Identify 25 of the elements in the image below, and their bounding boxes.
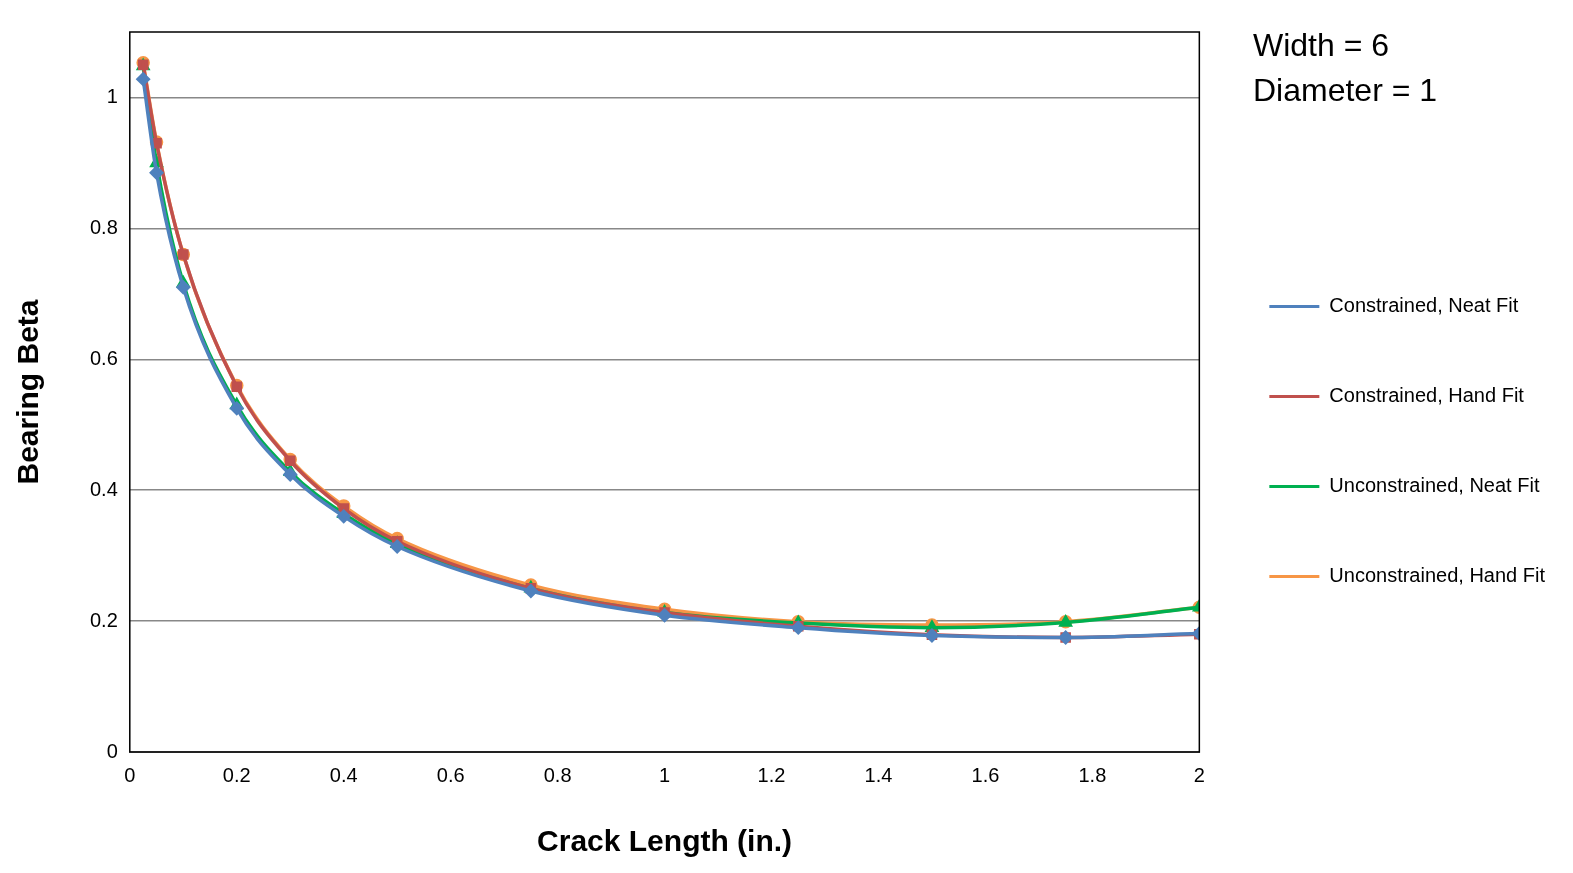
legend-label: Constrained, Neat Fit (1329, 294, 1519, 317)
x-tick-label: 0.4 (329, 763, 358, 786)
x-tick-label: 1.6 (971, 763, 1000, 786)
y-tick-label: 0.4 (89, 477, 118, 500)
x-tick-label: 1.8 (1078, 763, 1107, 786)
x-tick-label: 1.4 (864, 763, 893, 786)
x-tick-label: 1.2 (757, 763, 786, 786)
x-axis-title: Crack Length (in.) (537, 824, 793, 858)
x-tick-label: 0.8 (543, 763, 572, 786)
legend-label: Unconstrained, Hand Fit (1329, 564, 1546, 587)
x-tick-label: 1 (659, 763, 671, 786)
legend-label: Constrained, Hand Fit (1329, 384, 1525, 407)
text: Diameter = 1 (1253, 71, 1438, 110)
x-tick-label: 2 (1193, 763, 1205, 786)
y-tick-label: 0 (106, 739, 118, 762)
y-tick-label: 0.8 (89, 215, 118, 238)
text: Width = 6 (1253, 26, 1391, 65)
y-tick-label: 0.6 (89, 346, 118, 369)
y-tick-label: 0.2 (89, 608, 118, 631)
y-axis-title: Bearing Beta (11, 299, 45, 485)
x-tick-label: 0.2 (222, 763, 251, 786)
y-tick-label: 1 (106, 84, 118, 107)
x-tick-label: 0 (124, 763, 136, 786)
x-tick-label: 0.6 (436, 763, 465, 786)
legend-label: Unconstrained, Neat Fit (1329, 474, 1540, 497)
